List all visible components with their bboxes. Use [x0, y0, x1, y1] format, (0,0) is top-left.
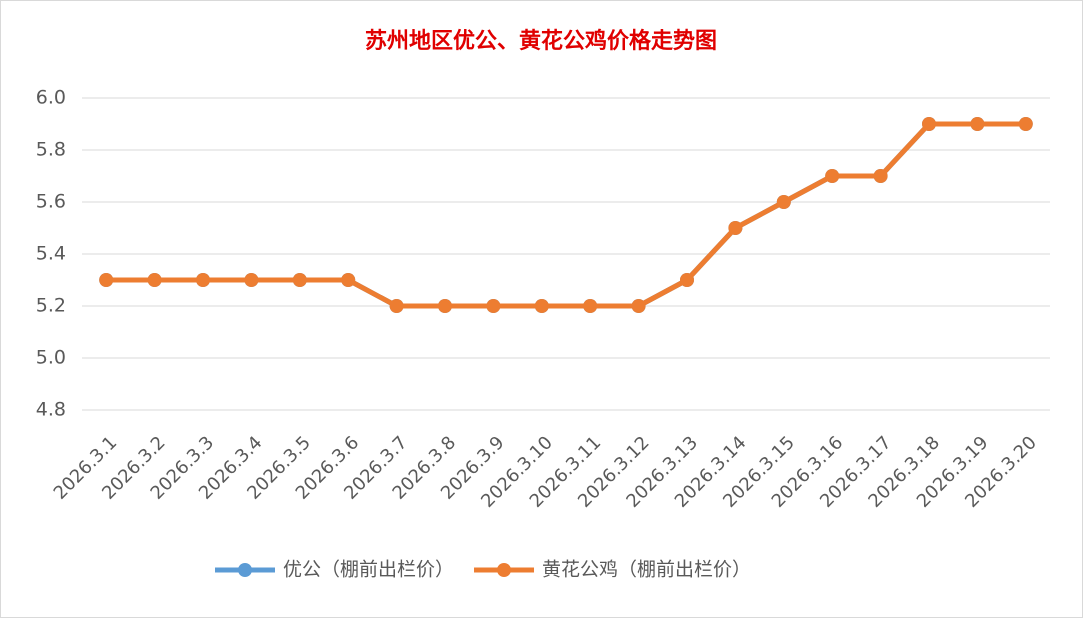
point — [534, 299, 549, 313]
point — [341, 273, 356, 287]
point — [728, 221, 743, 235]
point — [292, 273, 307, 287]
point — [147, 273, 162, 287]
series-line — [106, 121, 1026, 309]
chart-title: 苏州地区优公、黄花公鸡价格走势图 — [365, 28, 717, 54]
y-tick-label: 5.4 — [36, 243, 66, 265]
point — [970, 117, 985, 131]
y-tick-label: 4.8 — [36, 399, 66, 421]
point — [486, 299, 501, 313]
point — [99, 273, 114, 287]
legend-marker — [497, 563, 512, 577]
point — [389, 299, 404, 313]
point — [1018, 117, 1033, 131]
point — [438, 299, 452, 313]
legend-marker — [238, 563, 252, 577]
point — [196, 273, 210, 287]
y-tick-label: 5.6 — [36, 191, 66, 213]
y-tick-label: 5.8 — [36, 139, 66, 161]
legend-label: 黄花公鸡（棚前出栏价） — [542, 559, 751, 581]
point — [631, 299, 646, 313]
y-tick-label: 5.2 — [36, 295, 66, 317]
point — [776, 195, 791, 209]
y-tick-label: 5.0 — [36, 347, 66, 369]
legend-label: 优公（棚前出栏价） — [283, 559, 454, 581]
point — [244, 273, 259, 287]
point — [680, 273, 694, 287]
point — [583, 299, 598, 313]
y-tick-label: 6.0 — [36, 87, 66, 109]
point — [825, 169, 840, 183]
point — [873, 169, 888, 183]
point — [922, 117, 936, 131]
